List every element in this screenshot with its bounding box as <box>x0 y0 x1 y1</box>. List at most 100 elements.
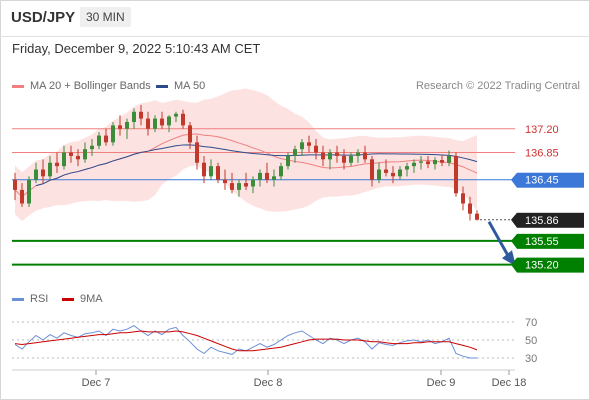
candle <box>237 179 241 197</box>
candle <box>104 128 108 146</box>
candle <box>265 162 269 184</box>
candle-body <box>307 142 311 146</box>
legend-rsi-ma: 9MA <box>62 293 103 305</box>
candle-body <box>111 125 115 143</box>
symbol-title: USD/JPY <box>11 9 76 26</box>
price-levels <box>12 128 515 266</box>
candle <box>307 135 311 153</box>
level-label-135.20: 135.20 <box>525 260 559 272</box>
candle-body <box>440 160 444 163</box>
candle-body <box>447 155 451 163</box>
candle-body <box>314 145 318 153</box>
candle <box>398 166 402 180</box>
rsi-tick-30: 30 <box>525 353 537 365</box>
candle-body <box>461 193 465 204</box>
candle-body <box>174 113 178 117</box>
candle-body <box>384 169 388 173</box>
level-tag-136.45 <box>517 172 584 188</box>
candle <box>447 150 451 167</box>
rsi-tick-70: 70 <box>525 317 537 329</box>
candle-body <box>167 116 171 126</box>
candle-body <box>426 161 430 165</box>
candle <box>202 155 206 184</box>
level-label-137.20: 137.20 <box>525 124 559 136</box>
price-legend: MA 20 + Bollinger Bands MA 50 <box>0 80 590 94</box>
candle-body <box>454 155 458 194</box>
candle-body <box>181 113 185 126</box>
candle-body <box>272 176 276 180</box>
x-tick-label: Dec 8 <box>254 377 283 389</box>
timeframe-badge[interactable]: 30 MIN <box>80 7 131 27</box>
candle <box>223 169 227 190</box>
candle <box>272 169 276 187</box>
candle-body <box>398 169 402 177</box>
candle <box>90 138 94 156</box>
candle <box>286 152 290 170</box>
rsi-swatch <box>12 297 24 301</box>
candle-body <box>279 166 283 177</box>
candle <box>426 155 430 169</box>
candle-body <box>41 169 45 177</box>
legend-ma50: MA 50 <box>156 80 205 92</box>
candle-body <box>244 183 248 187</box>
candle-body <box>160 118 164 126</box>
candle <box>153 115 157 133</box>
candle <box>55 152 59 173</box>
candle <box>433 157 437 170</box>
candle-body <box>76 155 80 160</box>
candle <box>475 210 479 221</box>
candle <box>62 145 66 170</box>
candle <box>293 145 297 163</box>
candle-body <box>370 159 374 180</box>
level-tag-pointer <box>511 233 517 249</box>
candle <box>321 145 325 167</box>
candle <box>279 162 283 180</box>
candle <box>174 111 178 122</box>
level-tag-pointer <box>511 257 517 273</box>
candle-body <box>293 149 297 156</box>
header-bar: USD/JPY 30 MIN <box>0 0 590 37</box>
candle-body <box>475 213 479 220</box>
rsi-ma-line <box>14 330 478 352</box>
candle <box>27 176 31 207</box>
candle <box>13 172 17 201</box>
level-label-136.85: 136.85 <box>525 148 559 160</box>
candle-body <box>433 160 437 165</box>
candle <box>258 169 262 187</box>
candle <box>440 154 444 167</box>
candle <box>111 121 115 146</box>
candle <box>69 145 73 163</box>
candle-body <box>356 152 360 156</box>
candle <box>384 159 388 177</box>
legend-rsi: RSI <box>12 293 48 305</box>
candle <box>188 121 192 150</box>
candle-body <box>321 152 325 160</box>
level-tag-pointer <box>511 212 517 228</box>
legend-ma20-label: MA 20 + Bollinger Bands <box>30 80 151 92</box>
level-tag-pointer <box>511 172 517 188</box>
candle <box>335 145 339 163</box>
candle <box>370 155 374 187</box>
candle-body <box>55 162 59 167</box>
level-label-135.86: 135.86 <box>525 215 559 227</box>
candle-body <box>209 166 213 177</box>
x-tick-label: Dec 7 <box>82 377 111 389</box>
candle-body <box>13 179 17 190</box>
candle-body <box>300 142 304 150</box>
ma50-swatch <box>156 84 168 88</box>
rsi-panel: 70 50 30 <box>12 317 537 365</box>
candle <box>139 105 143 126</box>
candle-body <box>328 152 332 160</box>
candle-body <box>230 183 234 190</box>
candle <box>251 176 255 194</box>
legend-ma20: MA 20 + Bollinger Bands <box>12 80 151 92</box>
candle-body <box>251 179 255 187</box>
candle-body <box>125 121 129 129</box>
candle-body <box>237 183 241 190</box>
candle <box>342 149 346 170</box>
candle <box>230 172 234 194</box>
candle <box>363 145 367 163</box>
candle-body <box>216 166 220 180</box>
candle-body <box>258 172 262 180</box>
